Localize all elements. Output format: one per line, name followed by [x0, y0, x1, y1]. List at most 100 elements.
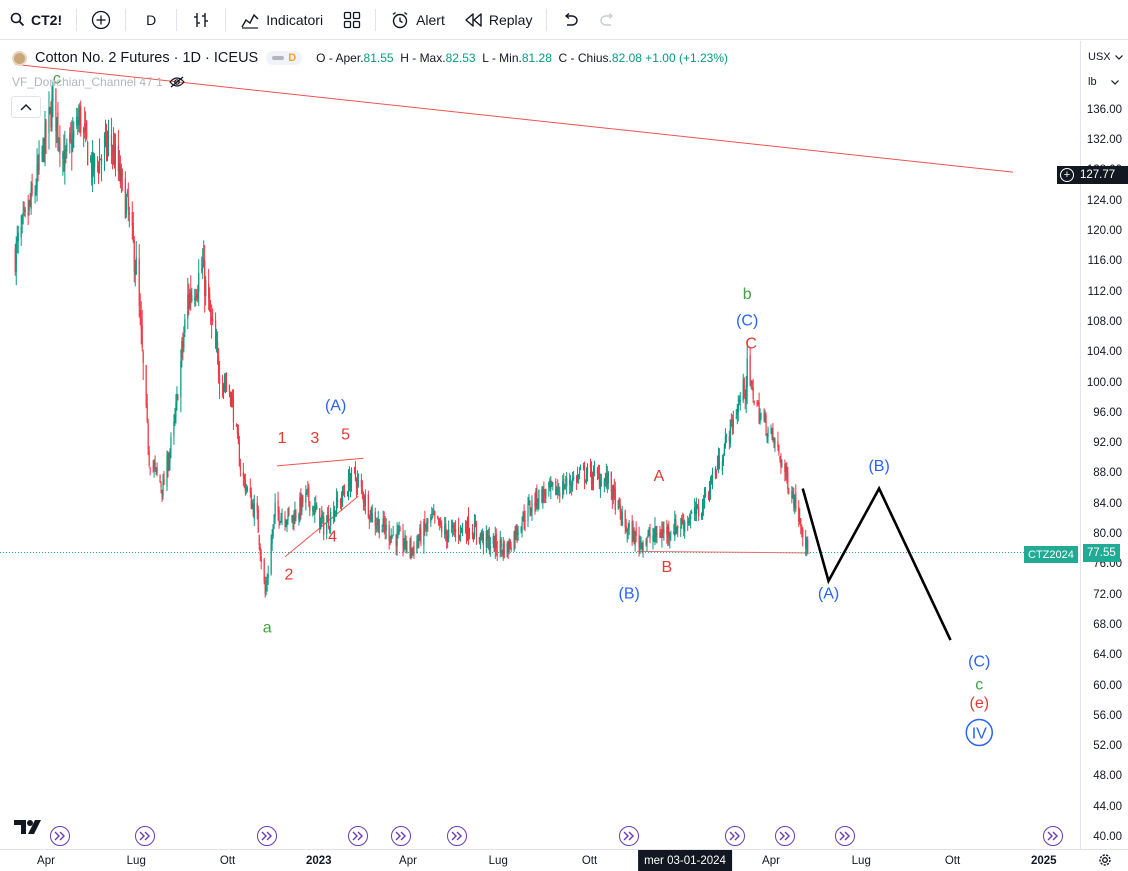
candle-body	[549, 480, 551, 489]
candle-body	[20, 227, 22, 238]
unit-button[interactable]: lb	[1085, 76, 1125, 88]
candle	[328, 504, 330, 530]
symbol-search-button[interactable]: CT2!	[0, 0, 72, 40]
time-tick-label: Apr	[762, 855, 780, 867]
candle	[217, 348, 220, 384]
candle	[585, 467, 588, 485]
candle-body	[362, 492, 364, 502]
candle	[707, 491, 710, 501]
candle-body	[471, 531, 474, 536]
candle	[215, 328, 218, 353]
candle-body	[605, 473, 607, 482]
candle-body	[642, 542, 644, 551]
candle	[79, 102, 81, 134]
donchian-trendline	[15, 63, 1014, 173]
candle	[688, 517, 690, 526]
candle-body	[267, 574, 269, 579]
candle-body	[363, 502, 365, 504]
add-alert-plus-icon[interactable]: +	[1060, 168, 1074, 182]
candle-body	[256, 502, 258, 512]
top-toolbar: CT2! D Indicatori Alert R	[0, 0, 1128, 40]
candle	[427, 518, 429, 532]
candle-body	[772, 428, 774, 438]
economic-event-icon[interactable]	[725, 826, 746, 846]
candle-body	[606, 473, 608, 486]
economic-event-icon[interactable]	[619, 826, 640, 846]
candle	[181, 337, 183, 368]
compare-symbol-button[interactable]	[81, 0, 121, 40]
candle	[695, 501, 697, 522]
redo-button[interactable]	[589, 0, 627, 40]
candle-body	[578, 471, 581, 474]
candle	[398, 521, 400, 536]
candle	[159, 474, 161, 483]
indicator-legend-row[interactable]: VF_Donchian_Channel 47 1	[12, 75, 185, 89]
candle	[632, 520, 634, 542]
candle	[104, 119, 107, 148]
candle-body	[697, 507, 700, 517]
price-chart[interactable]: c a 1 2 3 4 5 (A) A B (B) b (C) C (A) (B) (C) c (e) IV	[0, 41, 1080, 849]
economic-event-icon[interactable]	[835, 826, 856, 846]
candle	[448, 520, 450, 543]
candle	[661, 521, 663, 548]
alert-button[interactable]: Alert	[380, 0, 455, 40]
candle	[236, 424, 239, 439]
crosshair-price-tag[interactable]: + 127.77	[1057, 166, 1128, 184]
candle	[406, 540, 408, 554]
candle	[731, 414, 733, 436]
candle	[488, 527, 490, 555]
replay-button[interactable]: Replay	[455, 0, 543, 40]
candle-body	[555, 480, 557, 495]
symbol-label: CT2!	[31, 11, 63, 28]
candle	[371, 504, 373, 523]
candle-body	[723, 445, 725, 455]
candle-body	[279, 521, 281, 523]
candle	[34, 185, 36, 204]
interval-button[interactable]: D	[130, 0, 172, 40]
economic-event-icon[interactable]	[348, 826, 369, 846]
candle	[631, 515, 633, 546]
price-axis[interactable]: USX lb 136.00132.00128.00124.00120.00116…	[1080, 41, 1128, 849]
candle	[791, 486, 793, 504]
eye-hidden-icon[interactable]	[168, 76, 185, 88]
candle	[696, 497, 698, 522]
candle-body	[751, 381, 753, 385]
candle-body	[99, 158, 102, 161]
candle-body	[516, 527, 518, 535]
candle	[654, 517, 656, 546]
market-status-pill[interactable]: D	[266, 51, 303, 65]
economic-event-icon[interactable]	[135, 826, 156, 846]
candle	[619, 498, 621, 520]
candle	[771, 427, 773, 441]
candle	[356, 470, 359, 495]
time-axis[interactable]: Apr Lug Ott 2023 Apr Lug Ott Apr Lug Ott 2025 mer …	[0, 849, 1128, 871]
candle	[222, 382, 225, 400]
candle	[466, 516, 469, 542]
candle-body	[542, 488, 544, 502]
plus-circle-icon	[91, 10, 111, 30]
chart-settings-button[interactable]	[1097, 852, 1113, 868]
candle	[50, 101, 52, 132]
candle-body	[423, 521, 425, 546]
undo-button[interactable]	[551, 0, 589, 40]
candle-body	[700, 513, 703, 519]
candle-body	[494, 535, 496, 550]
legend-collapse-button[interactable]	[11, 96, 41, 118]
economic-event-icon[interactable]	[391, 826, 412, 846]
candle	[468, 527, 471, 540]
economic-event-icon[interactable]	[774, 826, 795, 846]
candle-body	[145, 365, 147, 406]
economic-event-icon[interactable]	[49, 826, 70, 846]
economic-event-icon[interactable]	[257, 826, 278, 846]
indicators-button[interactable]: Indicatori	[230, 0, 333, 40]
layouts-button[interactable]	[333, 0, 371, 40]
currency-button[interactable]: USX	[1085, 51, 1125, 63]
tradingview-logo[interactable]	[14, 818, 46, 841]
candle	[722, 453, 724, 467]
economic-event-icon[interactable]	[1042, 826, 1063, 846]
candle	[252, 498, 254, 518]
candle-body	[745, 385, 747, 400]
economic-event-icon[interactable]	[446, 826, 467, 846]
chart-type-button[interactable]	[181, 0, 221, 40]
candle-body	[87, 142, 89, 166]
